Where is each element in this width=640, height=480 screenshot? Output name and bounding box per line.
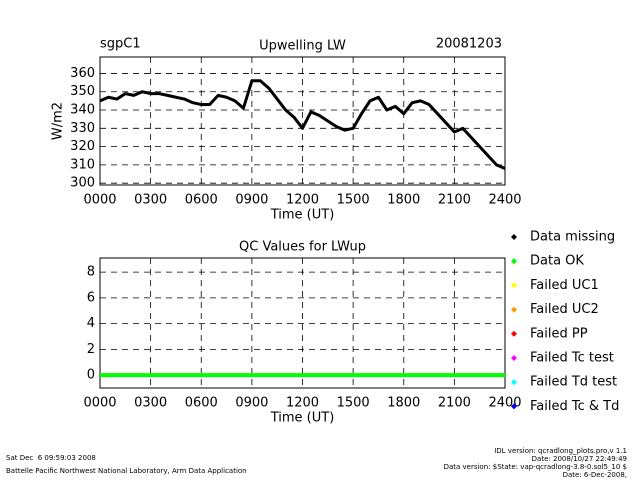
chart-title: QC Values for LWup xyxy=(239,240,366,255)
x-tick-label: 0300 xyxy=(134,193,167,208)
x-tick-label: 0600 xyxy=(185,193,218,208)
y-tick-label: 8 xyxy=(87,265,95,280)
lab: Battelle Pacific Northwest National Labo… xyxy=(6,467,247,475)
x-axis-label: Time (UT) xyxy=(270,411,335,426)
legend-marker xyxy=(511,234,517,240)
x-tick-label: 1800 xyxy=(387,396,420,411)
legend-label: Failed UC2 xyxy=(530,302,599,317)
y-tick-label: 2 xyxy=(87,342,95,357)
y-tick-label: 320 xyxy=(70,139,95,154)
legend-label: Failed Tc test xyxy=(530,351,614,366)
legend-marker xyxy=(511,403,517,410)
legend-label: Failed Tc & Td xyxy=(530,399,619,414)
x-tick-label: 0000 xyxy=(83,396,116,411)
data-date: Date: 6-Dec-2008, xyxy=(563,471,627,479)
y-tick-label: 310 xyxy=(70,157,95,172)
x-tick-label: 1200 xyxy=(286,193,319,208)
y-tick-label: 340 xyxy=(70,103,95,118)
legend-label: Data OK xyxy=(530,254,584,269)
x-tick-label: 0000 xyxy=(83,193,116,208)
legend-label: Failed Td test xyxy=(530,375,617,390)
y-tick-label: 330 xyxy=(70,121,95,136)
x-tick-label: 0900 xyxy=(235,193,268,208)
date-label: 20081203 xyxy=(436,37,502,52)
data-line xyxy=(99,79,506,170)
x-tick-label: 1500 xyxy=(337,396,370,411)
legend-marker xyxy=(511,355,517,361)
y-tick-label: 0 xyxy=(87,368,95,383)
x-tick-label: 0300 xyxy=(134,396,167,411)
chart-title: Upwelling LW xyxy=(259,39,346,54)
y-tick-label: 360 xyxy=(70,66,95,81)
timestamp: Sat Dec 6 09:59:03 2008 xyxy=(6,454,96,462)
x-tick-label: 1200 xyxy=(286,396,319,411)
y-tick-label: 6 xyxy=(87,290,95,305)
y-tick-label: 300 xyxy=(70,176,95,191)
legend-marker xyxy=(511,330,517,337)
idl-date: Date: 2008/10/27 22:49:49 xyxy=(532,455,627,463)
x-tick-label: 0900 xyxy=(235,396,268,411)
data-version: Data version: $State: vap-qcradlong-3.8-… xyxy=(444,463,627,471)
x-tick-label: 2100 xyxy=(438,193,471,208)
x-tick-label: 2400 xyxy=(488,193,521,208)
site-label: sgpC1 xyxy=(100,37,141,52)
plot-frame xyxy=(99,56,506,186)
y-tick-label: 4 xyxy=(87,316,95,331)
y-tick-label: 350 xyxy=(70,84,95,99)
legend-label: Failed UC1 xyxy=(530,278,599,293)
x-tick-label: 0600 xyxy=(185,396,218,411)
x-tick-label: 2100 xyxy=(438,396,471,411)
legend-label: Failed PP xyxy=(530,326,588,341)
plot-frame xyxy=(99,257,506,389)
legend-marker xyxy=(511,282,517,289)
legend-marker xyxy=(511,306,517,313)
x-tick-label: 1800 xyxy=(387,193,420,208)
idl-version: IDL version: qcradlong_plots.pro,v 1.1 xyxy=(494,447,627,455)
legend-marker xyxy=(511,258,517,265)
y-axis-label: W/m2 xyxy=(51,102,66,140)
x-axis-label: Time (UT) xyxy=(270,208,335,223)
legend-label: Data missing xyxy=(530,230,615,245)
legend-marker xyxy=(511,379,517,386)
x-tick-label: 2400 xyxy=(488,396,521,411)
x-tick-label: 1500 xyxy=(337,193,370,208)
